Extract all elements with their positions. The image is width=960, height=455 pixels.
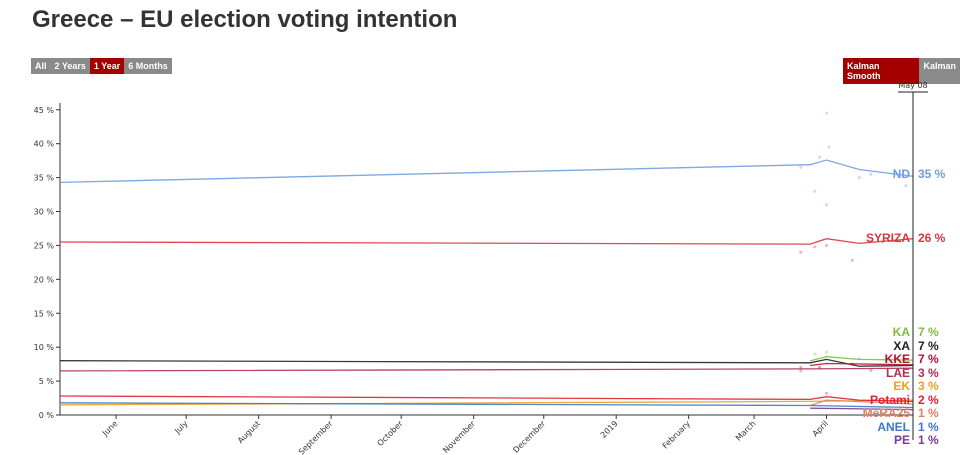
y-tick-label: 45 % bbox=[34, 106, 55, 115]
series-label-kke: KKE bbox=[885, 352, 910, 366]
series-label-mera25: MeRA25 bbox=[863, 406, 911, 420]
series-value-syriza: 26 % bbox=[918, 231, 946, 245]
y-tick-label: 5 % bbox=[39, 377, 55, 386]
poll-point bbox=[813, 245, 817, 249]
y-tick-label: 0 % bbox=[39, 411, 55, 420]
poll-point bbox=[824, 111, 829, 115]
x-tick-label: November bbox=[441, 419, 477, 455]
series-label-potami: Potami bbox=[870, 393, 910, 407]
series-line-anel bbox=[59, 402, 914, 409]
x-tick-label: 2019 bbox=[599, 419, 620, 440]
poll-point bbox=[869, 368, 873, 372]
y-tick-label: 10 % bbox=[34, 343, 55, 352]
series-line-kke bbox=[810, 362, 914, 367]
series-value-anel: 1 % bbox=[918, 420, 939, 434]
x-tick-label: September bbox=[297, 419, 335, 455]
smoothing-kalman-button[interactable]: Kalman bbox=[919, 58, 960, 84]
series-label-lae: LAE bbox=[886, 366, 910, 380]
poll-point bbox=[799, 165, 803, 170]
poll-point bbox=[824, 391, 829, 395]
smoothing-selector: Kalman Smooth Kalman bbox=[843, 58, 960, 84]
x-tick-label: March bbox=[734, 419, 758, 443]
series-label-pe: PE bbox=[894, 433, 910, 447]
poll-point bbox=[850, 258, 854, 262]
poll-point bbox=[824, 203, 829, 207]
series-line-nd bbox=[59, 159, 914, 184]
x-tick-label: June bbox=[100, 419, 119, 438]
series-label-nd: ND bbox=[893, 167, 911, 181]
x-tick-label: October bbox=[376, 419, 406, 449]
poll-point bbox=[904, 184, 908, 188]
poll-point bbox=[799, 369, 803, 373]
poll-point bbox=[813, 189, 817, 193]
y-tick-label: 35 % bbox=[34, 174, 55, 183]
series-value-nd: 35 % bbox=[918, 167, 946, 181]
poll-point bbox=[824, 350, 829, 354]
chart-title: Greece – EU election voting intention bbox=[32, 6, 458, 33]
x-tick-label: February bbox=[661, 419, 693, 451]
series-value-xa: 7 % bbox=[918, 339, 939, 353]
range-all-button[interactable]: All bbox=[31, 58, 51, 74]
series-value-ek: 3 % bbox=[918, 379, 939, 393]
series-label-ka: KA bbox=[893, 325, 911, 339]
series-line-potami bbox=[59, 395, 914, 403]
y-tick-label: 20 % bbox=[34, 275, 55, 284]
series-line-mera25 bbox=[809, 399, 914, 407]
y-tick-label: 30 % bbox=[34, 208, 55, 217]
y-tick-label: 25 % bbox=[34, 241, 55, 250]
series-line-xa bbox=[59, 358, 914, 367]
current-date-label: May 08 bbox=[898, 81, 927, 90]
series-value-kke: 7 % bbox=[918, 352, 939, 366]
y-tick-label: 15 % bbox=[34, 309, 55, 318]
series-line-syriza bbox=[59, 238, 914, 245]
x-tick-label: December bbox=[511, 419, 547, 455]
series-label-ek: EK bbox=[893, 379, 910, 393]
series-label-xa: XA bbox=[893, 339, 910, 353]
series-value-potami: 2 % bbox=[918, 393, 939, 407]
poll-point bbox=[824, 243, 829, 248]
smoothing-kalman-smooth-button[interactable]: Kalman Smooth bbox=[843, 58, 920, 84]
range-2-years-button[interactable]: 2 Years bbox=[50, 58, 90, 74]
poll-point bbox=[827, 145, 831, 149]
series-value-ka: 7 % bbox=[918, 325, 939, 339]
series-value-mera25: 1 % bbox=[918, 406, 939, 420]
series-line-pe bbox=[810, 407, 914, 411]
series-value-lae: 3 % bbox=[918, 366, 939, 380]
x-tick-label: August bbox=[236, 419, 262, 445]
time-range-selector: All 2 Years 1 Year 6 Months bbox=[31, 58, 172, 74]
series-label-anel: ANEL bbox=[877, 420, 910, 434]
poll-point bbox=[817, 155, 822, 159]
series-line-lae bbox=[59, 367, 914, 372]
poll-point bbox=[799, 250, 803, 254]
poll-point bbox=[869, 172, 873, 176]
x-tick-label: April bbox=[811, 419, 830, 438]
y-tick-label: 40 % bbox=[34, 140, 55, 149]
series-label-syriza: SYRIZA bbox=[866, 231, 910, 245]
range-1-year-button[interactable]: 1 Year bbox=[89, 58, 125, 74]
range-6-months-button[interactable]: 6 Months bbox=[124, 58, 172, 74]
series-value-pe: 1 % bbox=[918, 433, 939, 447]
x-tick-label: July bbox=[172, 419, 189, 436]
series-line-ka bbox=[810, 356, 914, 362]
poll-point bbox=[857, 176, 861, 180]
poll-point bbox=[813, 352, 817, 356]
